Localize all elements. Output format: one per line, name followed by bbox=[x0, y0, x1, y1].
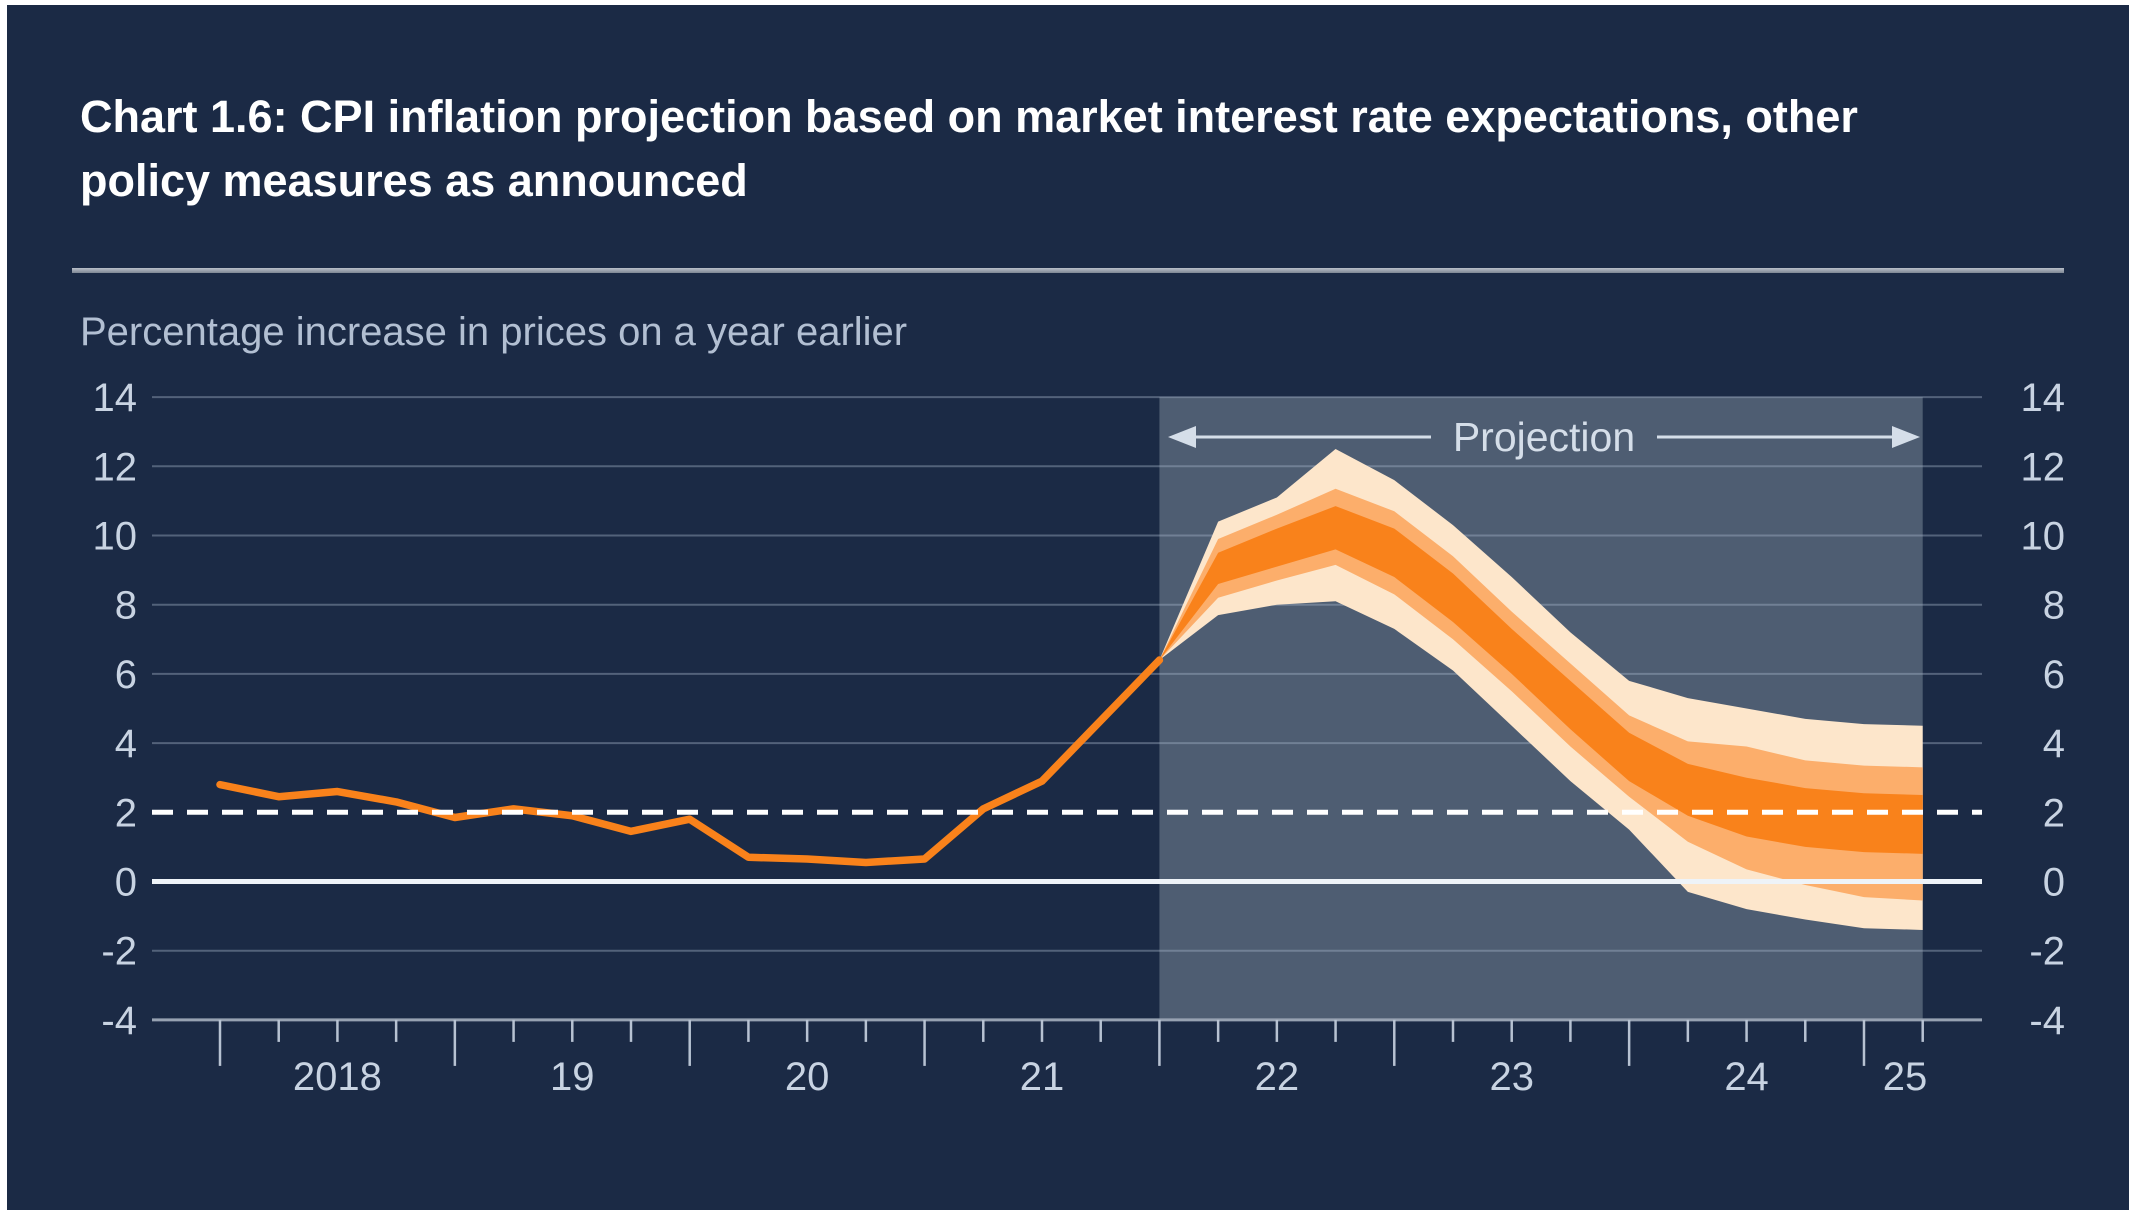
svg-text:6: 6 bbox=[2043, 653, 2065, 697]
svg-text:10: 10 bbox=[93, 515, 138, 559]
chart-title-line-1: Chart 1.6: CPI inflation projection base… bbox=[80, 91, 1858, 142]
x-axis-ticks bbox=[218, 1019, 1924, 1066]
svg-text:14: 14 bbox=[2021, 376, 2066, 420]
svg-text:10: 10 bbox=[2021, 515, 2066, 559]
svg-text:2018: 2018 bbox=[293, 1055, 382, 1099]
title-separator bbox=[72, 268, 2064, 273]
y-axis-labels-left: 14 12 10 8 6 4 2 0 -2 -4 bbox=[93, 376, 138, 1043]
svg-text:8: 8 bbox=[2043, 584, 2065, 628]
chart-subtitle: Percentage increase in prices on a year … bbox=[80, 310, 908, 354]
svg-text:14: 14 bbox=[93, 376, 138, 420]
svg-text:23: 23 bbox=[1489, 1055, 1534, 1099]
svg-text:8: 8 bbox=[115, 584, 137, 628]
svg-text:-4: -4 bbox=[101, 999, 137, 1043]
projection-label: Projection bbox=[1453, 414, 1635, 460]
svg-text:-2: -2 bbox=[2029, 930, 2065, 974]
svg-text:-2: -2 bbox=[101, 930, 137, 974]
svg-text:6: 6 bbox=[115, 653, 137, 697]
chart-card: Chart 1.6: CPI inflation projection base… bbox=[7, 5, 2129, 1210]
svg-text:19: 19 bbox=[550, 1055, 595, 1099]
svg-text:12: 12 bbox=[93, 445, 138, 489]
projection-annotation: Projection bbox=[1168, 414, 1920, 460]
svg-text:4: 4 bbox=[2043, 722, 2065, 766]
chart-title-line-2: policy measures as announced bbox=[80, 155, 748, 206]
arrow-right-icon bbox=[1892, 426, 1920, 448]
svg-text:4: 4 bbox=[115, 722, 137, 766]
x-axis-labels: 2018 19 20 21 22 23 24 25 bbox=[293, 1055, 1927, 1099]
svg-text:20: 20 bbox=[785, 1055, 830, 1099]
svg-text:2: 2 bbox=[2043, 791, 2065, 835]
svg-text:0: 0 bbox=[2043, 861, 2065, 905]
svg-text:12: 12 bbox=[2021, 445, 2066, 489]
cpi-history-line bbox=[216, 656, 1164, 867]
svg-text:21: 21 bbox=[1020, 1055, 1065, 1099]
svg-text:0: 0 bbox=[115, 861, 137, 905]
svg-text:25: 25 bbox=[1883, 1055, 1928, 1099]
chart-title: Chart 1.6: CPI inflation projection base… bbox=[80, 85, 2080, 213]
svg-text:22: 22 bbox=[1255, 1055, 1300, 1099]
svg-text:24: 24 bbox=[1724, 1055, 1769, 1099]
arrow-left-icon bbox=[1168, 426, 1196, 448]
svg-text:-4: -4 bbox=[2029, 999, 2065, 1043]
y-axis-labels-right: 14 12 10 8 6 4 2 0 -2 -4 bbox=[2021, 376, 2066, 1043]
fan-core-band bbox=[1159, 506, 1923, 854]
svg-text:2: 2 bbox=[115, 791, 137, 835]
